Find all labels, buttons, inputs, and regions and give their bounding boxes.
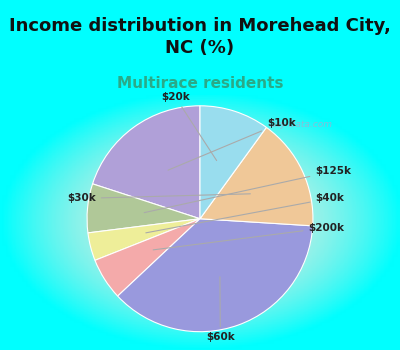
Wedge shape xyxy=(118,219,313,332)
Text: $125k: $125k xyxy=(144,166,351,213)
Text: $200k: $200k xyxy=(153,223,344,250)
Text: $40k: $40k xyxy=(146,194,344,233)
Text: $60k: $60k xyxy=(206,277,235,342)
Text: $30k: $30k xyxy=(67,194,250,203)
Wedge shape xyxy=(95,219,200,296)
Wedge shape xyxy=(87,184,200,233)
Text: Income distribution in Morehead City,
NC (%): Income distribution in Morehead City, NC… xyxy=(9,17,391,57)
Wedge shape xyxy=(200,127,313,226)
Wedge shape xyxy=(88,219,200,260)
Wedge shape xyxy=(92,106,200,219)
Text: $10k: $10k xyxy=(168,118,296,170)
Wedge shape xyxy=(200,106,266,219)
Text: Multirace residents: Multirace residents xyxy=(117,76,283,91)
Text: $20k: $20k xyxy=(161,92,217,161)
Text: City-Data.com: City-Data.com xyxy=(269,120,333,129)
